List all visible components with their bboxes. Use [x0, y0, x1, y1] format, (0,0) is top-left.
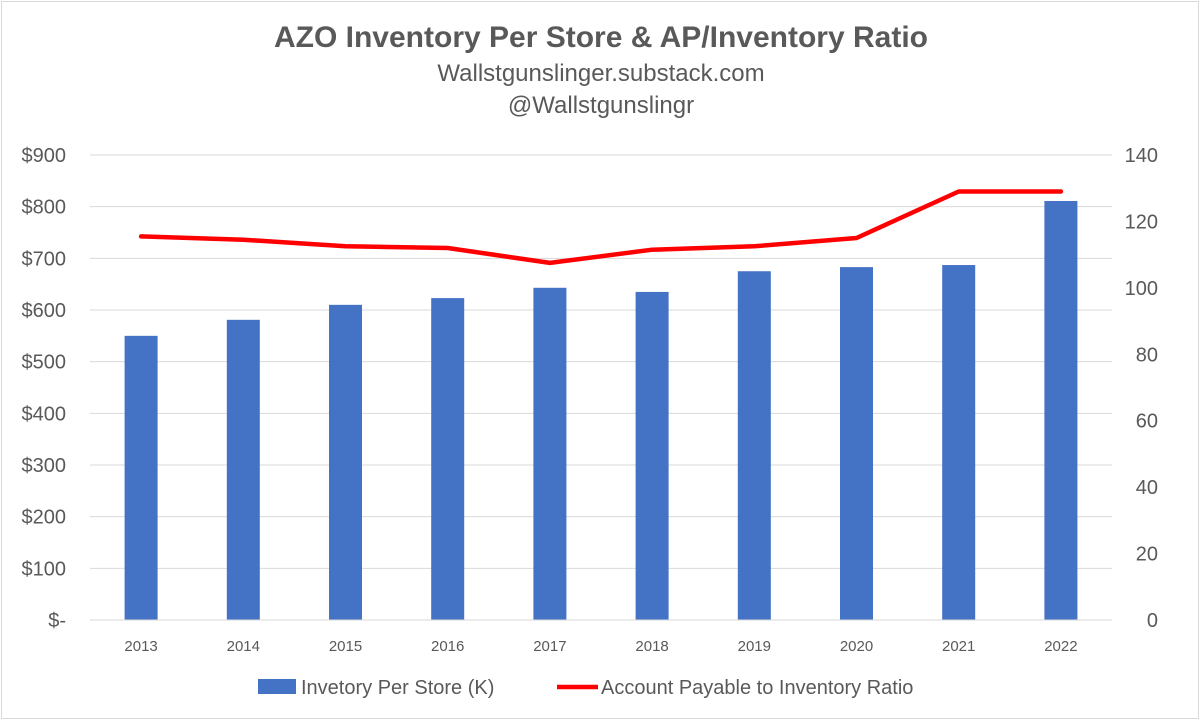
bar: [533, 287, 567, 620]
x-tick-label: 2014: [227, 638, 260, 655]
x-tick-label: 2015: [329, 638, 362, 655]
x-tick-label: 2017: [533, 638, 566, 655]
y-left-tick-label: $700: [22, 248, 67, 270]
x-tick-label: 2022: [1044, 638, 1077, 655]
chart-title: AZO Inventory Per Store & AP/Inventory R…: [273, 21, 928, 54]
y-axis-right: 0 20 40 60 80 100 120 140: [1125, 145, 1158, 632]
bar: [431, 298, 465, 620]
y-right-tick-label: 140: [1125, 145, 1158, 167]
y-right-tick-label: 60: [1136, 411, 1158, 433]
y-left-tick-label: $900: [22, 145, 67, 167]
bar-series: [124, 200, 1078, 620]
y-left-tick-label: $500: [22, 352, 67, 374]
bar: [124, 335, 158, 620]
y-right-tick-label: 120: [1125, 211, 1158, 233]
legend: Invetory Per Store (K) Account Payable to…: [258, 677, 913, 699]
bar: [942, 265, 976, 620]
y-right-tick-label: 80: [1136, 344, 1158, 366]
bar: [737, 271, 771, 620]
y-left-tick-label: $-: [48, 610, 66, 632]
y-right-tick-label: 40: [1136, 477, 1158, 499]
x-tick-label: 2016: [431, 638, 464, 655]
x-tick-label: 2018: [635, 638, 668, 655]
legend-label-bar: Invetory Per Store (K): [301, 677, 494, 699]
x-tick-label: 2020: [840, 638, 873, 655]
chart-subtitle-site: Wallstgunslinger.substack.com: [437, 60, 765, 87]
y-right-tick-label: 0: [1147, 610, 1158, 632]
y-left-tick-label: $200: [22, 507, 67, 529]
y-left-tick-label: $600: [22, 300, 67, 322]
x-axis: 2013 2014 2015 2016 2017 2018 2019 2020 2021 2022: [90, 619, 1112, 655]
x-tick-label: 2019: [738, 638, 771, 655]
bar: [635, 291, 669, 620]
chart-titles: AZO Inventory Per Store & AP/Inventory R…: [0, 18, 1202, 122]
y-left-tick-label: $300: [22, 455, 67, 477]
y-right-tick-label: 100: [1125, 278, 1158, 300]
bar: [1044, 200, 1078, 620]
chart-subtitle-handle: @Wallstgunslingr: [507, 92, 695, 119]
bar: [226, 319, 260, 620]
x-tick-label: 2013: [124, 638, 157, 655]
bar: [840, 267, 873, 620]
y-right-tick-label: 20: [1136, 544, 1158, 566]
y-left-tick-label: $400: [22, 403, 67, 425]
y-left-tick-label: $100: [22, 558, 67, 580]
line-series: [138, 189, 1064, 266]
legend-swatch-bar: [258, 679, 296, 694]
y-left-tick-label: $800: [22, 197, 67, 219]
bar: [329, 304, 362, 620]
x-tick-label: 2021: [942, 638, 975, 655]
y-axis-left: $- $100 $200 $300 $400 $500 $600 $700 $800 $900: [22, 145, 67, 632]
line-path: [138, 189, 1064, 266]
legend-label-line: Account Payable to Inventory Ratio: [601, 677, 913, 699]
